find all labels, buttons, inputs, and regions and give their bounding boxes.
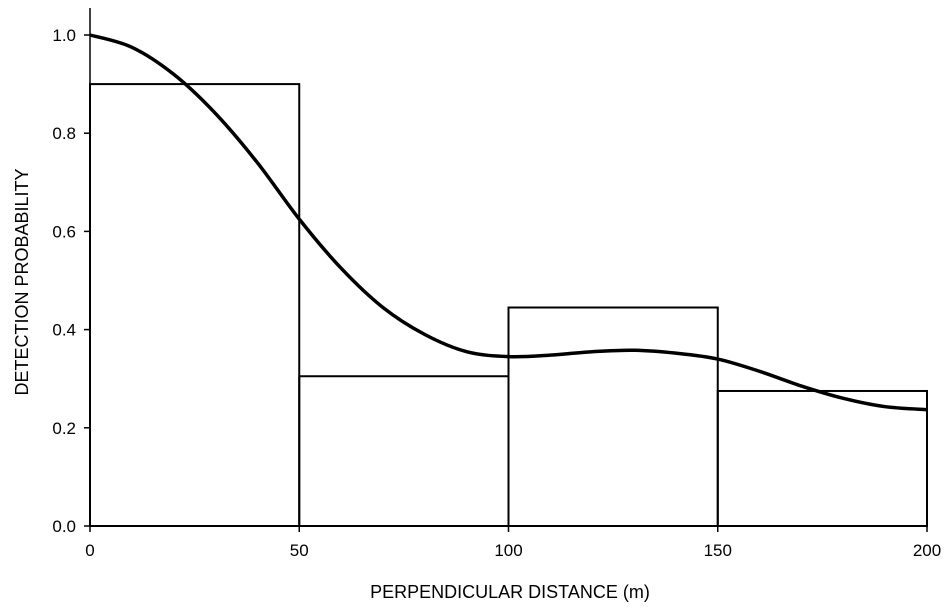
histogram-bar [298,375,510,527]
x-tick-label: 0 [85,541,94,560]
plot-area [89,33,928,527]
x-tick-label: 100 [494,541,522,560]
histogram-bar [716,389,928,527]
y-tick-label: 0.8 [52,124,76,143]
histogram-bar [507,306,719,527]
axes: 0 50 100 150 200 0.0 0.2 0.4 0.6 0.8 1.0 [52,8,941,560]
y-tick-label: 0.0 [52,517,76,536]
x-axis-title: PERPENDICULAR DISTANCE (m) [370,582,650,602]
y-tick-label: 0.2 [52,419,76,438]
y-tick-label: 0.6 [52,222,76,241]
y-axis-title: DETECTION PROBABILITY [12,168,32,395]
fitted-detection-curve [89,33,928,412]
y-tick-label: 1.0 [52,26,76,45]
x-tick-label: 50 [290,541,309,560]
x-tick-label: 200 [913,541,941,560]
y-tick-label: 0.4 [52,321,76,340]
x-tick-label: 150 [704,541,732,560]
histogram-bar [89,83,301,527]
